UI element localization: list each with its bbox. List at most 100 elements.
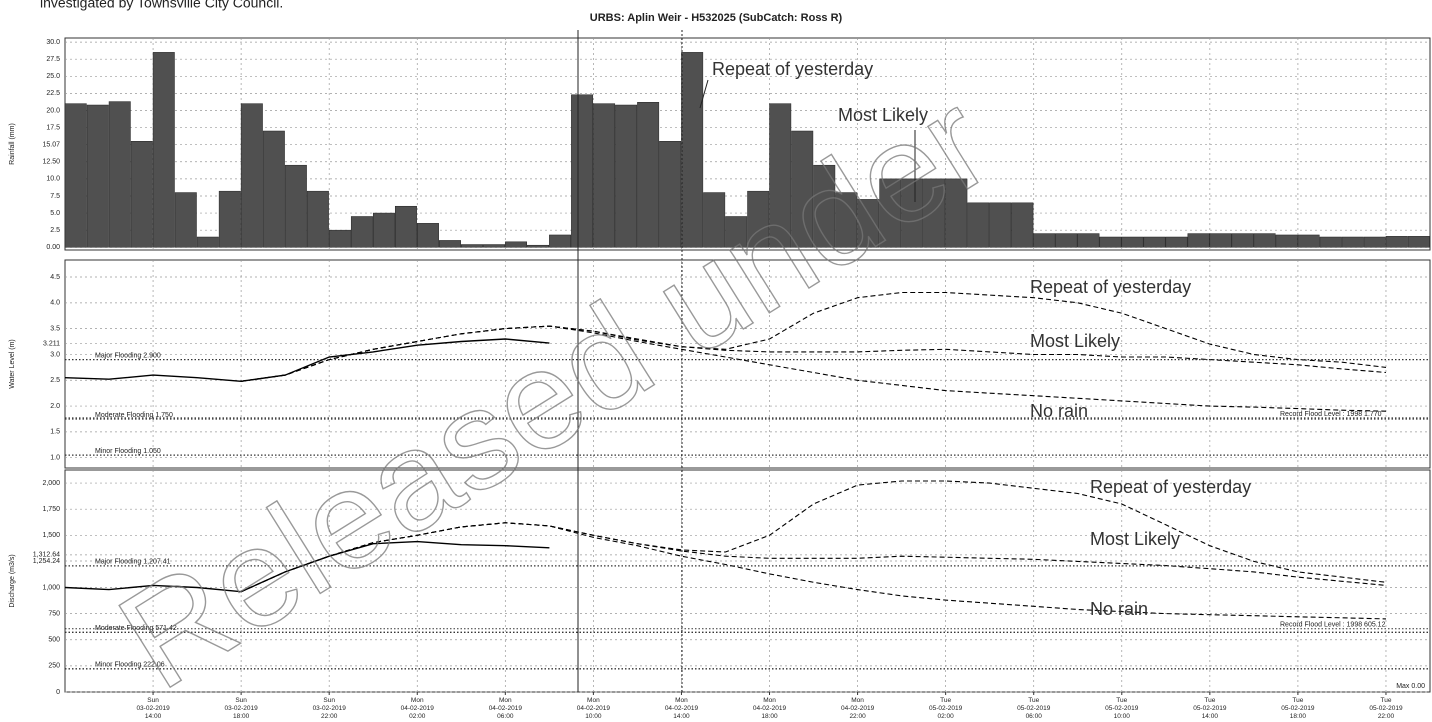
x-tick-label-line: Sun bbox=[147, 697, 159, 704]
bar bbox=[1077, 233, 1100, 248]
bar bbox=[218, 190, 241, 248]
x-tick-label-line: 22:00 bbox=[1378, 713, 1395, 720]
bar bbox=[1033, 233, 1056, 248]
threshold-label: Minor Flooding 1.050 bbox=[95, 448, 161, 455]
x-tick-label-line: 10:00 bbox=[1114, 713, 1131, 720]
y-tick-label: 2.0 bbox=[50, 403, 60, 410]
x-tick-label-line: 06:00 bbox=[1026, 713, 1043, 720]
series-annotation: Most Likely bbox=[1030, 331, 1120, 351]
bar bbox=[306, 190, 329, 248]
y-tick-label: 20.0 bbox=[46, 107, 60, 114]
bar bbox=[1165, 236, 1188, 248]
threshold-label: Major Flooding 1,207.41 bbox=[95, 559, 171, 566]
x-tick-label-line: 18:00 bbox=[1290, 713, 1307, 720]
y-tick-label: 3.0 bbox=[50, 351, 60, 358]
x-tick-label-line: 05-02-2019 bbox=[1281, 705, 1315, 712]
bar bbox=[945, 178, 968, 248]
bar bbox=[240, 103, 263, 248]
bar bbox=[923, 178, 946, 248]
threshold-label: Minor Flooding 222.06 bbox=[95, 662, 165, 669]
y-tick-label: 4.5 bbox=[50, 274, 60, 281]
record-label: Record Flood Level : 1998 605.12 bbox=[1280, 622, 1386, 629]
y-tick-label: 750 bbox=[48, 610, 60, 617]
y-tick-label: 30.0 bbox=[46, 39, 60, 46]
bar bbox=[461, 244, 483, 248]
bar bbox=[1143, 236, 1166, 248]
bar bbox=[196, 236, 219, 248]
x-tick-label: Mon 04-02-2019 06:00 bbox=[489, 697, 523, 720]
x-tick-label-line: Tue bbox=[1292, 697, 1303, 704]
bar bbox=[527, 244, 550, 248]
threshold-label: Moderate Flooding 1.750 bbox=[95, 412, 173, 419]
x-tick-label-line: Sun bbox=[235, 697, 247, 704]
y-tick-label: 25.0 bbox=[46, 73, 60, 80]
y-tick-label: 1,312.64 bbox=[33, 552, 60, 559]
bar bbox=[1341, 236, 1364, 248]
x-tick-label-line: 04-02-2019 bbox=[753, 705, 787, 712]
bar bbox=[1385, 236, 1408, 248]
bar bbox=[1253, 233, 1276, 248]
bar bbox=[813, 164, 836, 248]
x-tick-label-line: 04-02-2019 bbox=[401, 705, 435, 712]
x-tick-label-line: 05-02-2019 bbox=[1017, 705, 1051, 712]
bar bbox=[989, 202, 1012, 248]
series-annotation: No rain bbox=[1030, 401, 1088, 421]
x-tick-label-line: 14:00 bbox=[1202, 713, 1219, 720]
x-tick-label: Tue 05-02-2019 10:00 bbox=[1105, 697, 1139, 720]
x-tick-label-line: 04-02-2019 bbox=[841, 705, 875, 712]
bar bbox=[857, 199, 880, 248]
bar bbox=[152, 52, 175, 248]
bar bbox=[1407, 236, 1430, 248]
annotation: Max 0.00 bbox=[1396, 683, 1425, 690]
x-tick-label: Tue 05-02-2019 22:00 bbox=[1369, 697, 1403, 720]
x-tick-label: Mon 04-02-2019 14:00 bbox=[665, 697, 699, 720]
x-tick-label-line: 22:00 bbox=[321, 713, 338, 720]
bar bbox=[835, 192, 858, 248]
x-tick-label-line: 03-02-2019 bbox=[136, 705, 170, 712]
y-tick-label: 500 bbox=[48, 637, 60, 644]
x-tick-label-line: Tue bbox=[1028, 697, 1039, 704]
bar bbox=[659, 141, 682, 248]
x-tick-label-line: 05-02-2019 bbox=[1105, 705, 1139, 712]
series-annotation: Most Likely bbox=[1090, 529, 1180, 549]
y-tick-label: 1,750 bbox=[42, 506, 60, 513]
bar bbox=[1275, 234, 1298, 248]
x-tick-label-line: Tue bbox=[1204, 697, 1215, 704]
x-tick-label-line: Mon bbox=[851, 697, 864, 704]
y-tick-label: 3.5 bbox=[50, 325, 60, 332]
bar bbox=[483, 244, 505, 248]
x-tick-label-line: 10:00 bbox=[585, 713, 602, 720]
x-tick-label: Sun 03-02-2019 22:00 bbox=[313, 697, 347, 720]
panel-frame bbox=[64, 469, 1431, 693]
bar bbox=[879, 178, 902, 248]
x-tick-label-line: 04-02-2019 bbox=[489, 705, 523, 712]
x-tick-label-line: Mon bbox=[411, 697, 424, 704]
bar bbox=[593, 103, 616, 248]
x-tick-label-line: 03-02-2019 bbox=[313, 705, 347, 712]
series-line bbox=[64, 540, 550, 593]
x-tick-label: Mon 04-02-2019 18:00 bbox=[753, 697, 787, 720]
bar bbox=[417, 223, 439, 248]
y-tick-label: 1.0 bbox=[50, 455, 60, 462]
bar bbox=[64, 103, 87, 248]
x-tick-label-line: 02:00 bbox=[409, 713, 426, 720]
y-tick-label: 0.00 bbox=[46, 244, 60, 251]
x-tick-label: Mon 04-02-2019 10:00 bbox=[577, 697, 611, 720]
bar bbox=[1363, 236, 1386, 248]
y-tick-label: 1,254.24 bbox=[33, 558, 60, 565]
bar bbox=[394, 205, 417, 248]
y-axis-title: Discharge (m3/s) bbox=[9, 554, 16, 607]
leader-line bbox=[699, 79, 709, 109]
x-tick-label-line: 06:00 bbox=[497, 713, 514, 720]
bar bbox=[1055, 233, 1078, 248]
x-tick-label-line: Mon bbox=[675, 697, 688, 704]
chart-title: URBS: Aplin Weir - H532025 (SubCatch: Ro… bbox=[590, 12, 843, 24]
bar bbox=[681, 52, 704, 248]
series-line bbox=[241, 325, 1387, 412]
x-tick-label-line: Tue bbox=[1116, 697, 1127, 704]
bar bbox=[1011, 202, 1034, 248]
y-tick-label: 2,000 bbox=[42, 480, 60, 487]
x-tick-label: Mon 04-02-2019 22:00 bbox=[841, 697, 875, 720]
x-tick-label-line: Mon bbox=[587, 697, 600, 704]
